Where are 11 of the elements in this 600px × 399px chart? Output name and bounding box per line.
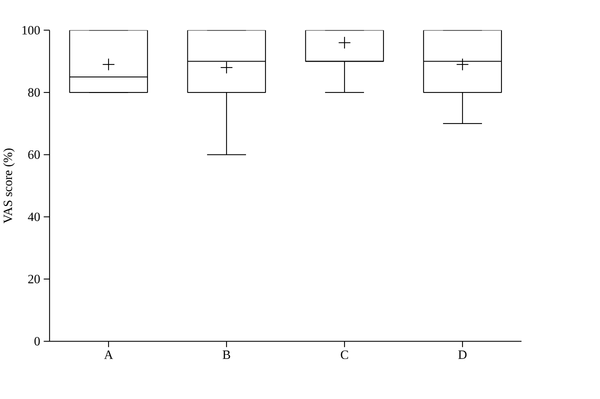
x-tick-label: B xyxy=(222,350,230,359)
y-tick-label: 0 xyxy=(34,337,40,346)
y-tick-label: 100 xyxy=(22,26,40,35)
y-tick-label: 80 xyxy=(28,88,40,97)
x-tick-label: C xyxy=(340,350,348,360)
x-tick-label: A xyxy=(104,350,114,359)
y-tick-label: 60 xyxy=(28,150,40,159)
y-tick-label: 40 xyxy=(28,212,40,222)
y-axis-title: VAS score (%) xyxy=(3,148,15,224)
x-tick-label: D xyxy=(458,350,467,359)
y-tick-label: 20 xyxy=(28,274,40,284)
